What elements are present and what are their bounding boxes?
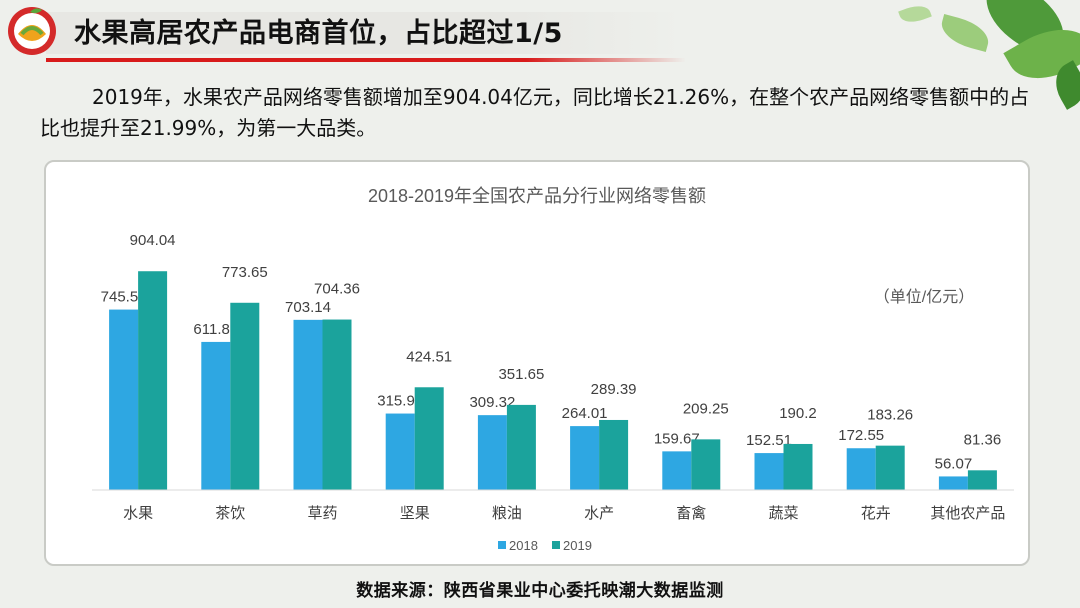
data-label-2018-8: 152.51 xyxy=(746,432,792,449)
x-tick-label-8: 蔬菜 xyxy=(768,505,798,522)
x-tick-label-3: 草药 xyxy=(307,505,337,522)
data-label-2019-2: 773.65 xyxy=(222,264,268,281)
bar-2019-6 xyxy=(599,419,629,490)
data-label-2018-3: 703.14 xyxy=(285,299,331,316)
x-tick-label-4: 坚果 xyxy=(400,505,430,522)
legend-label-2019: 2019 xyxy=(563,538,592,553)
x-tick-label-6: 水产 xyxy=(584,505,614,522)
data-label-2018-2: 611.89 xyxy=(193,321,238,338)
title-underline xyxy=(46,58,686,62)
data-source: 数据来源：陕西省果业中心委托映潮大数据监测 xyxy=(356,581,724,601)
x-tick-label-1: 水果 xyxy=(123,505,153,522)
bar-2018-5 xyxy=(477,415,507,490)
intro-paragraph: 2019年，水果农产品网络零售额增加至904.04亿元，同比增长21.26%，在… xyxy=(40,82,1040,144)
data-label-2019-3: 704.36 xyxy=(314,281,360,298)
fruit-logo-icon xyxy=(8,7,56,55)
bar-2018-1 xyxy=(109,309,139,490)
bar-2019-3 xyxy=(322,319,352,490)
x-tick-label-7: 畜禽 xyxy=(676,505,706,522)
data-label-2019-5: 351.65 xyxy=(498,366,544,383)
data-label-2019-4: 424.51 xyxy=(406,348,452,365)
bar-2018-6 xyxy=(570,426,600,490)
bar-2018-9 xyxy=(846,448,876,490)
title-band xyxy=(46,12,686,54)
data-label-2018-7: 159.67 xyxy=(654,430,700,447)
chart-card: 2018-2019年全国农产品分行业网络零售额 （单位/亿元） 745.56 904.… xyxy=(44,160,1030,566)
bar-2019-9 xyxy=(875,445,905,490)
bar-chart: 2018-2019年全国农产品分行业网络零售额 （单位/亿元） 745.56 904.… xyxy=(92,186,1014,553)
bar-2019-10 xyxy=(967,470,997,490)
intro-text: 2019年，水果农产品网络零售额增加至904.04亿元，同比增长21.26%，在… xyxy=(40,85,1030,140)
bar-2019-2 xyxy=(230,302,260,490)
chart-unit-label: （单位/亿元） xyxy=(874,288,974,306)
bar-2018-7 xyxy=(662,451,692,490)
data-label-2018-5: 309.32 xyxy=(469,394,515,411)
bar-2019-4 xyxy=(414,387,444,490)
legend-label-2018: 2018 xyxy=(509,538,538,553)
data-label-2019-8: 190.2 xyxy=(779,405,817,422)
x-tick-label-5: 粮油 xyxy=(492,505,522,522)
data-label-2018-1: 745.56 xyxy=(101,289,147,306)
data-label-2018-6: 264.01 xyxy=(562,405,608,422)
bar-2019-7 xyxy=(691,439,721,490)
chart-title: 2018-2019年全国农产品分行业网络零售额 xyxy=(368,186,706,206)
bar-2018-2 xyxy=(201,341,231,490)
bar-2018-3 xyxy=(293,319,323,490)
bar-2019-1 xyxy=(138,271,168,490)
data-label-2018-10: 56.07 xyxy=(935,455,973,472)
bar-2018-10 xyxy=(938,476,968,490)
bar-2019-5 xyxy=(506,404,536,490)
data-label-2019-10: 81.36 xyxy=(964,431,1002,448)
header: 水果高居农产品电商首位，占比超过1/5 xyxy=(0,0,1080,68)
data-label-2019-6: 289.39 xyxy=(591,381,637,398)
x-tick-label-9: 花卉 xyxy=(861,505,891,522)
legend-swatch-2019 xyxy=(552,541,560,549)
bar-2019-8 xyxy=(783,443,813,490)
data-label-2019-1: 904.04 xyxy=(130,232,176,249)
page-title: 水果高居农产品电商首位，占比超过1/5 xyxy=(74,18,563,49)
data-label-2019-9: 183.26 xyxy=(867,407,913,424)
data-label-2018-4: 315.93 xyxy=(377,393,423,410)
x-tick-label-2: 茶饮 xyxy=(215,505,245,522)
x-tick-label-10: 其他农产品 xyxy=(930,505,1005,522)
data-label-2019-7: 209.25 xyxy=(683,400,729,417)
legend-swatch-2018 xyxy=(498,541,506,549)
data-label-2018-9: 172.55 xyxy=(838,427,884,444)
bar-2018-4 xyxy=(385,413,415,490)
bar-2018-8 xyxy=(754,453,784,490)
